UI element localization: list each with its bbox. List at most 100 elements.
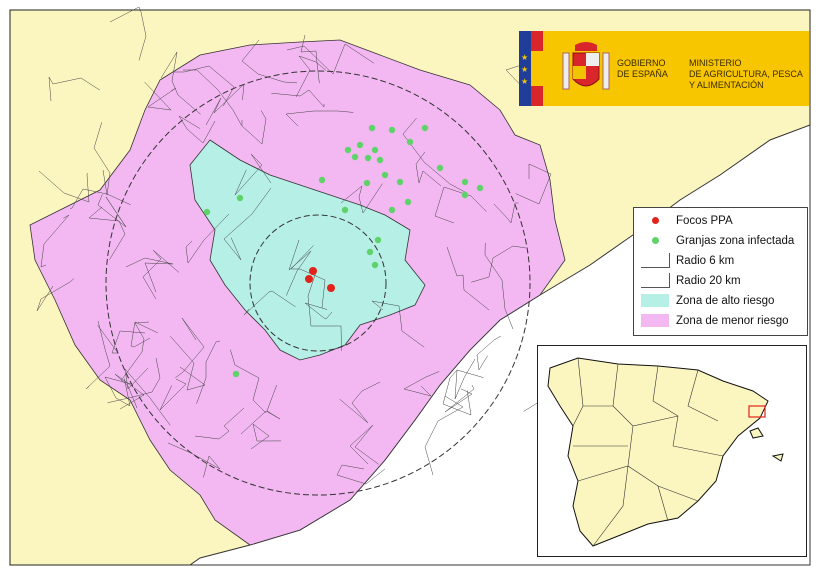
green-dot-icon xyxy=(651,237,659,244)
municipal-border xyxy=(493,202,519,224)
municipal-border xyxy=(290,245,326,309)
farm-marker xyxy=(351,153,359,161)
farm-marker xyxy=(368,124,376,132)
municipal-border xyxy=(415,151,442,187)
farm-marker xyxy=(371,261,379,269)
municipal-border xyxy=(40,214,70,268)
municipal-border xyxy=(38,170,90,203)
municipal-border xyxy=(125,257,174,293)
municipal-border xyxy=(174,65,235,107)
map-legend: Focos PPA Granjas zona infectada Radio 6… xyxy=(633,207,808,336)
legend-label: Zona de menor riesgo xyxy=(676,314,789,327)
municipal-border xyxy=(476,335,502,371)
farm-marker xyxy=(356,141,364,149)
municipal-border xyxy=(93,122,111,196)
municipal-borders xyxy=(36,6,585,485)
farm-marker xyxy=(406,138,414,146)
municipal-border xyxy=(336,464,386,485)
municipal-border xyxy=(97,194,127,228)
farm-marker xyxy=(436,164,444,172)
municipal-border xyxy=(205,83,245,126)
municipal-border xyxy=(339,381,381,424)
municipal-border xyxy=(304,302,333,320)
line-icon xyxy=(640,253,670,268)
municipal-border xyxy=(234,153,272,196)
municipal-border xyxy=(403,371,440,397)
municipal-border xyxy=(130,321,158,348)
outbreaks-layer xyxy=(305,267,335,292)
farm-marker xyxy=(381,171,389,179)
legend-label: Granjas zona infectada xyxy=(676,234,795,247)
municipal-border xyxy=(85,320,111,390)
farm-marker xyxy=(374,236,382,244)
radius-20km-circle xyxy=(105,70,531,496)
legend-label: Radio 20 km xyxy=(676,274,741,287)
outbreak-marker xyxy=(309,267,317,275)
municipal-border xyxy=(241,110,267,145)
eu-flag-strip: ★ ★ ★ xyxy=(519,31,531,106)
farm-marker xyxy=(232,370,240,378)
municipal-border xyxy=(340,183,383,214)
municipal-border xyxy=(97,325,146,354)
municipal-border xyxy=(307,271,342,351)
logo-text: DE ESPAÑA xyxy=(617,69,668,79)
municipal-border xyxy=(167,442,221,478)
farm-marker xyxy=(476,184,484,192)
municipal-border xyxy=(271,89,325,108)
farm-marker xyxy=(364,154,372,162)
municipal-border xyxy=(142,249,180,300)
municipal-border xyxy=(69,188,131,210)
high-risk-zone xyxy=(189,139,426,361)
municipal-border xyxy=(159,378,187,411)
farm-marker xyxy=(344,146,352,154)
municipal-border xyxy=(286,43,375,75)
municipal-border xyxy=(442,369,472,416)
municipal-border xyxy=(194,407,245,440)
municipal-border xyxy=(444,384,475,413)
municipal-border xyxy=(109,6,147,61)
municipal-border xyxy=(104,376,132,407)
logo-text: Y ALIMENTACIÓN xyxy=(689,80,764,90)
municipal-border xyxy=(230,349,267,414)
farm-marker xyxy=(388,126,396,134)
municipal-border xyxy=(371,300,425,348)
municipal-border xyxy=(114,373,145,410)
municipal-border xyxy=(250,423,282,450)
municipal-border xyxy=(454,358,484,400)
municipal-border xyxy=(446,246,490,311)
farm-marker xyxy=(376,156,384,164)
farm-marker xyxy=(461,191,469,199)
municipal-border xyxy=(240,385,281,435)
municipal-border xyxy=(48,76,100,102)
farm-marker xyxy=(363,179,371,187)
radius-6km-circle xyxy=(249,214,387,352)
municipal-border xyxy=(424,395,464,476)
logo-text: MINISTERIO xyxy=(689,58,742,68)
farm-marker xyxy=(341,206,349,214)
farm-marker xyxy=(366,248,374,256)
municipal-border xyxy=(434,186,487,224)
municipal-border xyxy=(471,245,527,283)
logo-text: GOBIERNO xyxy=(617,58,666,68)
spain-inset-map xyxy=(537,345,807,557)
area-highlight-box xyxy=(748,405,766,418)
municipal-border xyxy=(107,357,161,404)
municipal-border xyxy=(144,81,177,111)
municipal-border xyxy=(88,206,126,260)
municipal-border xyxy=(185,213,229,264)
municipal-border xyxy=(124,367,171,426)
farm-marker xyxy=(318,176,326,184)
municipal-border xyxy=(484,242,514,330)
municipal-border xyxy=(402,117,466,193)
farm-marker xyxy=(421,124,429,132)
municipal-border xyxy=(286,239,312,296)
swatch-icon xyxy=(641,314,669,327)
coat-of-arms-icon xyxy=(562,42,610,90)
municipal-border xyxy=(349,424,379,465)
line-icon xyxy=(640,273,670,288)
municipal-border xyxy=(178,115,216,144)
legend-label: Focos PPA xyxy=(676,214,733,227)
farm-marker xyxy=(396,178,404,186)
logo-text: DE AGRICULTURA, PESCA xyxy=(689,69,803,79)
